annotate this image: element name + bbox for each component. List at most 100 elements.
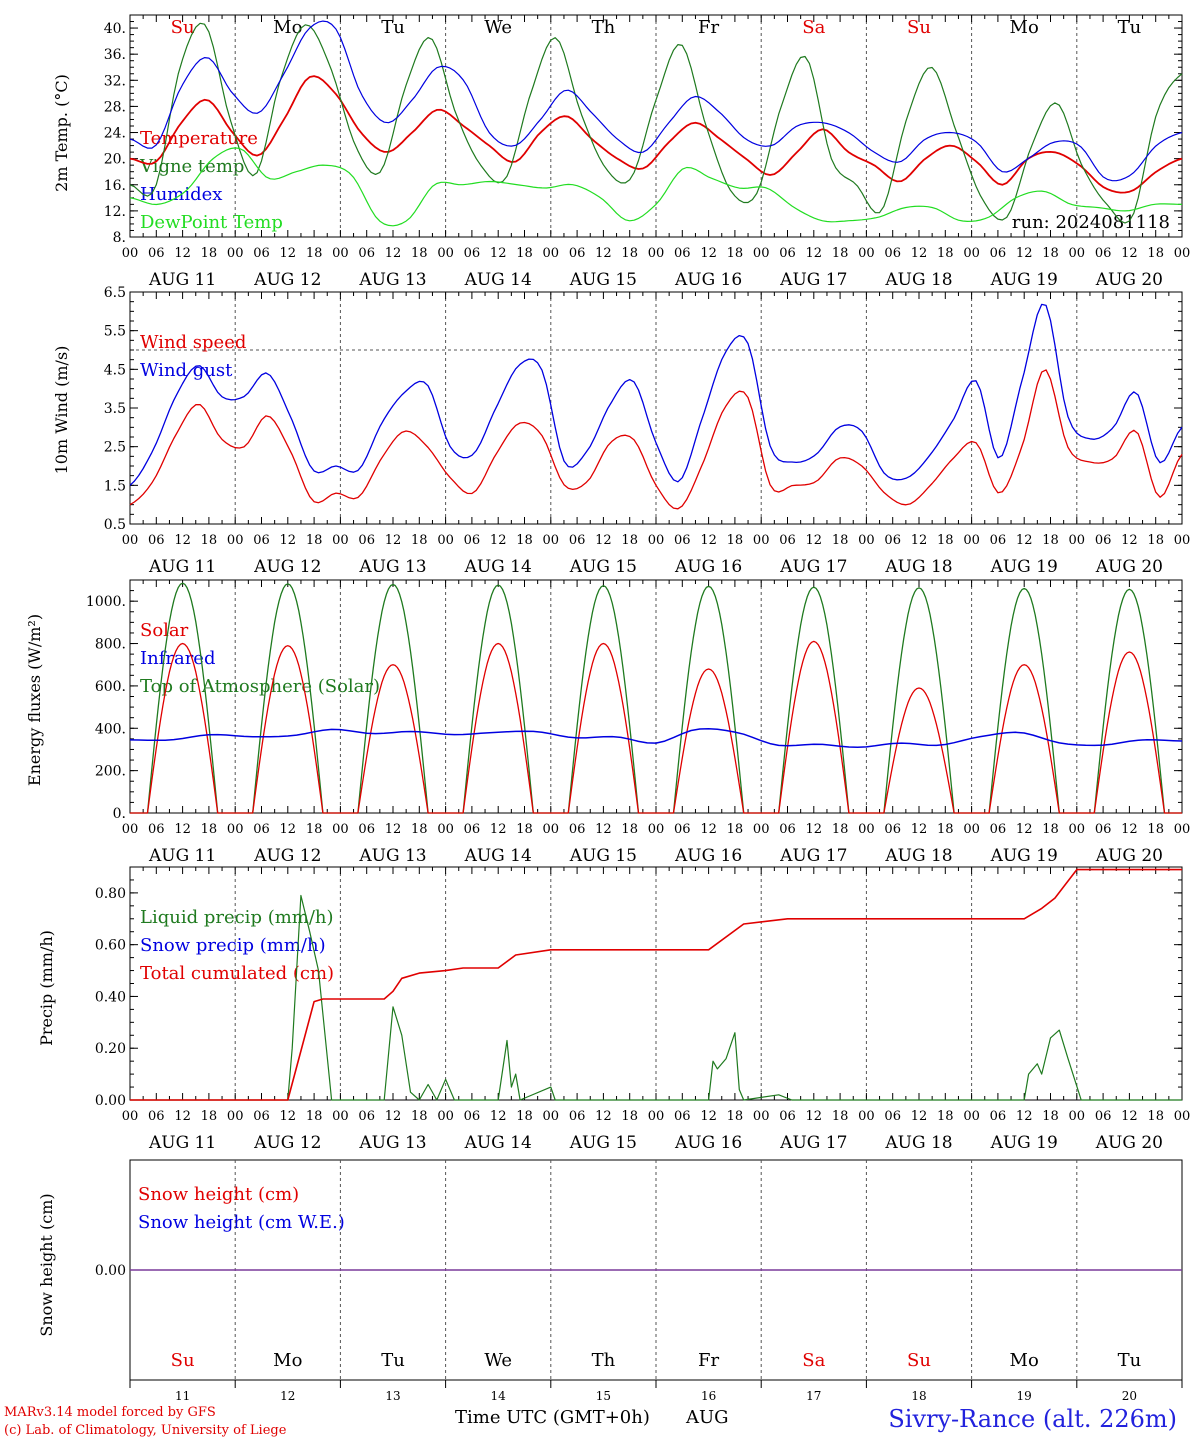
temperature-date-label: AUG 13 [358,270,426,290]
wind-hour-label: 18 [1042,533,1059,548]
wind-ytick-label: 4.5 [104,362,126,378]
wind-hour-label: 12 [174,533,191,548]
precip-date-label: AUG 15 [569,1133,637,1153]
day-number: 13 [385,1389,400,1403]
temperature-hour-label: 00 [648,246,665,261]
legend-snow-height: Snow height (cm) [138,1184,299,1205]
day-label-top: Fr [698,17,719,38]
temperature-hour-label: 00 [227,246,244,261]
temperature-hour-label: 12 [806,246,823,261]
temperature-hour-label: 12 [174,246,191,261]
temperature-hour-label: 00 [122,246,139,261]
wind-hour-label: 18 [201,533,218,548]
energy-hour-label: 12 [1121,822,1138,837]
wind-date-label: AUG 16 [674,557,742,577]
temperature-ytick-label: 36. [104,47,126,63]
wind-date-label: AUG 18 [884,557,952,577]
wind-hour-label: 12 [490,533,507,548]
energy-date-label: AUG 11 [148,846,216,866]
wind-hour-label: 00 [648,533,665,548]
wind-hour-label: 06 [569,533,586,548]
precip-hour-label: 12 [911,1109,928,1124]
energy-hour-label: 06 [779,822,796,837]
temperature-ytick-label: 32. [104,73,126,89]
wind-hour-label: 12 [806,533,823,548]
temperature-date-label: AUG 16 [674,270,742,290]
energy-hour-label: 12 [595,822,612,837]
day-label-bottom: Tu [381,1350,405,1371]
energy-hour-label: 06 [358,822,375,837]
wind-hour-label: 06 [358,533,375,548]
wind-hour-label: 06 [884,533,901,548]
temperature-hour-label: 00 [753,246,770,261]
day-number: 16 [701,1389,716,1403]
day-label-top: We [484,17,512,38]
footer-station: Sivry-Rance (alt. 226m) [888,1405,1177,1433]
temperature-hour-label: 18 [832,246,849,261]
wind-line-1 [129,303,1183,486]
precip-ytick-label: 0.80 [95,886,126,902]
temperature-hour-label: 12 [1016,246,1033,261]
temperature-date-label: AUG 11 [148,270,216,290]
energy-hour-label-end: 00 [1174,822,1191,837]
precip-date-label: AUG 17 [779,1133,847,1153]
energy-line-1 [129,727,1183,749]
wind-ytick-label: 6.5 [104,285,126,301]
wind-date-label: AUG 11 [148,557,216,577]
wind-hour-label: 00 [437,533,454,548]
precip-date-label: AUG 16 [674,1133,742,1153]
temperature-hour-label: 06 [569,246,586,261]
energy-hour-label: 00 [332,822,349,837]
wind-hour-label: 18 [411,533,428,548]
temperature-hour-label-end: 00 [1174,246,1191,261]
wind-hour-label: 12 [1016,533,1033,548]
wind-hour-label: 06 [148,533,165,548]
wind-line-0 [129,369,1183,510]
day-number: 11 [175,1389,190,1403]
legend-wind-gust: Wind gust [140,360,233,381]
precip-ylabel: Precip (mm/h) [37,930,56,1046]
day-label-top: Su [171,17,195,38]
day-number: 18 [911,1389,926,1403]
energy-hour-label: 12 [700,822,717,837]
wind-hour-label: 06 [253,533,270,548]
wind-hour-label: 00 [963,533,980,548]
energy-hour-label: 12 [174,822,191,837]
energy-hour-label: 12 [806,822,823,837]
temperature-date-label: AUG 20 [1095,270,1163,290]
wind-ytick-label: 2.5 [104,440,126,456]
energy-hour-label: 00 [753,822,770,837]
precip-hour-label: 06 [990,1109,1007,1124]
wind-hour-label: 06 [674,533,691,548]
wind-hour-label-end: 00 [1174,533,1191,548]
temperature-date-label: AUG 15 [569,270,637,290]
energy-hour-label: 06 [253,822,270,837]
wind-ytick-label: 1.5 [104,478,126,494]
energy-hour-label: 06 [674,822,691,837]
energy-hour-label: 00 [648,822,665,837]
energy-hour-label: 00 [963,822,980,837]
temperature-hour-label: 00 [1069,246,1086,261]
day-number: 15 [596,1389,611,1403]
legend-snow-precip: Snow precip (mm/h) [140,935,326,956]
wind-date-label: AUG 17 [779,557,847,577]
precip-hour-label: 18 [306,1109,323,1124]
legend-infrared: Infrared [140,648,215,669]
energy-hour-label: 12 [1016,822,1033,837]
day-label-bottom: Sa [802,1350,825,1371]
precip-hour-label: 06 [148,1109,165,1124]
energy-hour-label: 18 [727,822,744,837]
precip-date-label: AUG 18 [884,1133,952,1153]
legend-solar: Solar [140,620,189,641]
energy-ylabel: Energy fluxes (W/m²) [25,614,44,786]
precip-ytick-label: 0.00 [95,1093,126,1109]
precip-ytick-label: 0.40 [95,989,126,1005]
wind-hour-label: 18 [516,533,533,548]
energy-hour-label: 00 [122,822,139,837]
energy-date-label: AUG 13 [358,846,426,866]
energy-hour-label: 00 [543,822,560,837]
energy-hour-label: 18 [306,822,323,837]
